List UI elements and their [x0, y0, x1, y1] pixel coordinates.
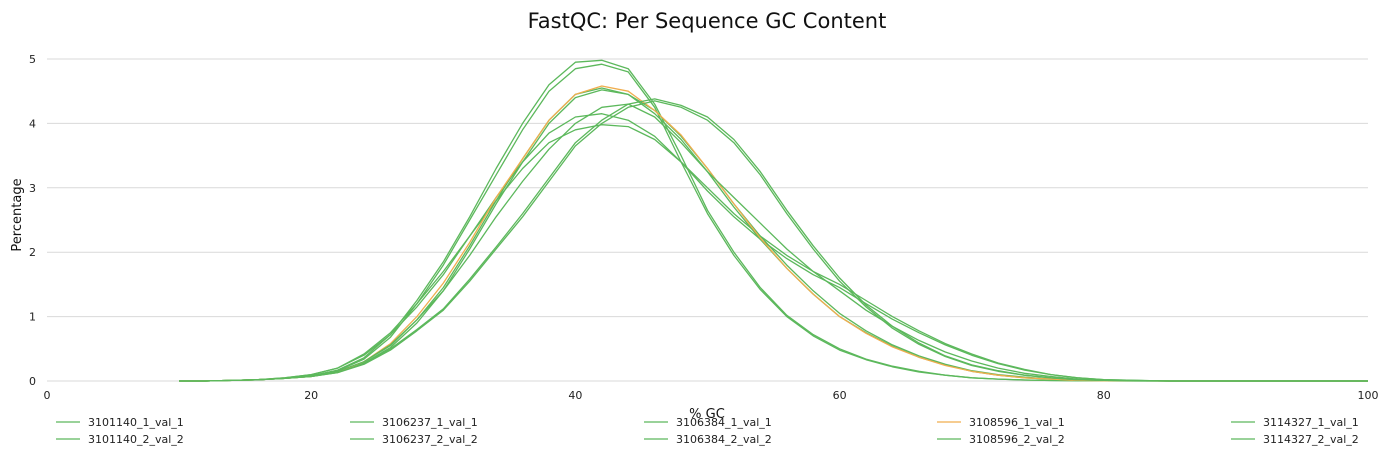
legend-label-3108596_2_val_2: 3108596_2_val_2 [969, 433, 1065, 446]
y-tick-3: 3 [29, 182, 36, 195]
x-tick-60: 60 [833, 389, 847, 402]
legend-label-3106237_2_val_2: 3106237_2_val_2 [382, 433, 478, 446]
x-tick-40: 40 [568, 389, 582, 402]
legend-label-3101140_1_val_1: 3101140_1_val_1 [88, 416, 184, 429]
series-lines [179, 59, 1368, 382]
x-tick-labels: 0 20 40 60 80 100 [44, 389, 1379, 402]
legend: 3101140_1_val_1 3101140_2_val_2 3106237_1_… [56, 416, 1359, 446]
chart-title: FastQC: Per Sequence GC Content [528, 9, 887, 33]
legend-label-3114327_1_val_1: 3114327_1_val_1 [1263, 416, 1359, 429]
series-line-3114327_2_val_2 [179, 98, 1368, 382]
y-tick-5: 5 [29, 53, 36, 66]
series-line-3114327_1_val_1 [179, 100, 1368, 382]
legend-label-3101140_2_val_2: 3101140_2_val_2 [88, 433, 184, 446]
grid-lines [47, 58, 1368, 382]
series-line-3108596_2_val_2 [179, 103, 1368, 382]
y-tick-4: 4 [29, 117, 36, 130]
x-tick-80: 80 [1097, 389, 1111, 402]
x-tick-20: 20 [304, 389, 318, 402]
legend-label-3108596_1_val_1: 3108596_1_val_1 [969, 416, 1065, 429]
x-tick-0: 0 [44, 389, 51, 402]
series-line-3106237_1_val_1 [179, 63, 1368, 382]
legend-label-3106384_1_val_1: 3106384_1_val_1 [676, 416, 772, 429]
series-line-3108596_1_val_1 [179, 85, 1368, 382]
y-axis-label: Percentage [10, 178, 25, 251]
x-axis-label: % GC [689, 407, 725, 422]
legend-label-3106237_1_val_1: 3106237_1_val_1 [382, 416, 478, 429]
y-tick-1: 1 [29, 311, 36, 324]
series-line-3101140_2_val_2 [179, 87, 1368, 382]
series-line-3106237_2_val_2 [179, 59, 1368, 382]
series-line-3106384_2_val_2 [179, 124, 1368, 382]
legend-label-3114327_2_val_2: 3114327_2_val_2 [1263, 433, 1359, 446]
x-tick-100: 100 [1358, 389, 1379, 402]
series-line-3106384_1_val_1 [179, 113, 1368, 382]
legend-label-3106384_2_val_2: 3106384_2_val_2 [676, 433, 772, 446]
y-tick-labels: 0 1 2 3 4 5 [29, 53, 36, 388]
y-tick-0: 0 [29, 375, 36, 388]
y-tick-2: 2 [29, 246, 36, 259]
